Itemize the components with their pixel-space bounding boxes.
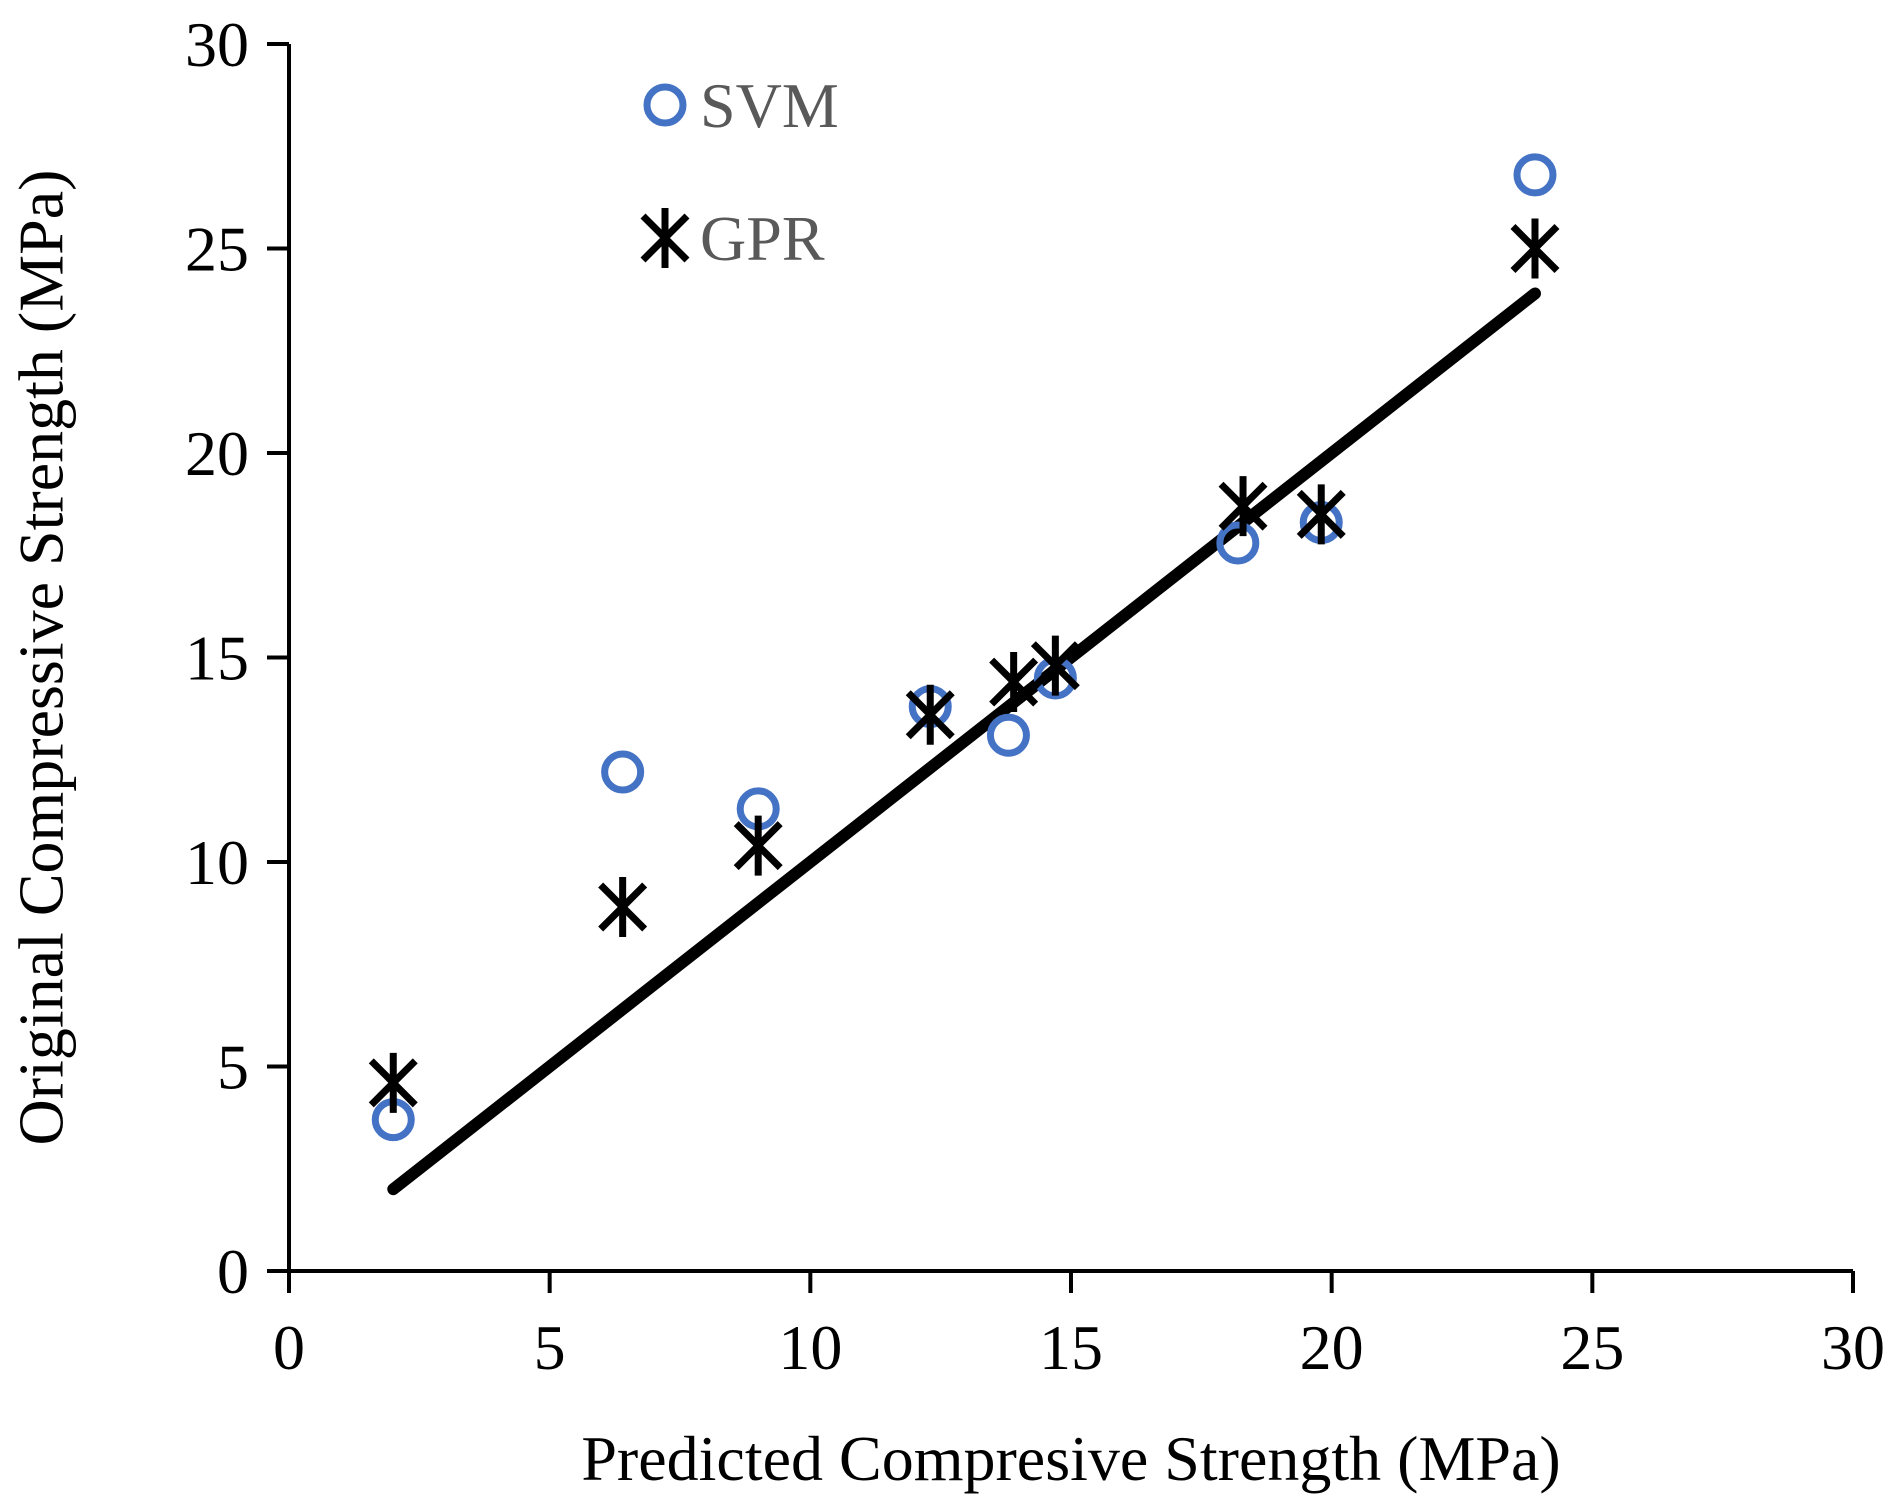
legend-gpr-marker [640, 208, 690, 268]
y-tick-label: 0 [217, 1236, 249, 1307]
axes [267, 42, 1855, 1293]
x-tick-label: 15 [1039, 1312, 1103, 1383]
reference-line [387, 287, 1541, 1196]
x-tick-label: 0 [273, 1312, 305, 1383]
x-tick-label: 10 [778, 1312, 842, 1383]
svm-point [601, 750, 645, 794]
y-tick-label: 5 [217, 1032, 249, 1103]
data-points [368, 153, 1560, 1142]
gpr-point [598, 876, 648, 937]
gpr-point [1296, 484, 1346, 545]
y-tick-label: 15 [185, 623, 249, 694]
gpr-point [733, 815, 783, 876]
x-tick-label: 5 [534, 1312, 566, 1383]
gpr-point [1030, 635, 1080, 696]
y-tick-label: 30 [185, 9, 249, 80]
x-tick-label: 20 [1300, 1312, 1364, 1383]
gpr-point [905, 684, 955, 745]
x-tick-label: 30 [1821, 1312, 1885, 1383]
legend: SVM GPR [640, 70, 839, 274]
y-axis-title: Original Compressive Strength (MPa) [6, 170, 77, 1146]
y-tick-label: 10 [185, 827, 249, 898]
svm-point [986, 713, 1030, 757]
gpr-point [368, 1052, 418, 1113]
y-tick-label: 20 [185, 418, 249, 489]
svm-point [1216, 521, 1260, 565]
legend-gpr-label: GPR [700, 203, 825, 274]
y-tick-label: 25 [185, 214, 249, 285]
gpr-point [1510, 218, 1560, 279]
tick-labels: 0 5 10 15 20 25 30 0 5 10 15 20 25 30 [185, 9, 1885, 1383]
gpr-point [1218, 476, 1268, 537]
x-tick-label: 25 [1560, 1312, 1624, 1383]
gpr-point [989, 652, 1039, 713]
svm-point [1513, 153, 1557, 197]
legend-svm-label: SVM [700, 70, 839, 141]
legend-svm-marker [643, 83, 687, 127]
reference-line-layer [387, 287, 1541, 1196]
x-axis-title: Predicted Compresive Strength (MPa) [581, 1423, 1560, 1494]
